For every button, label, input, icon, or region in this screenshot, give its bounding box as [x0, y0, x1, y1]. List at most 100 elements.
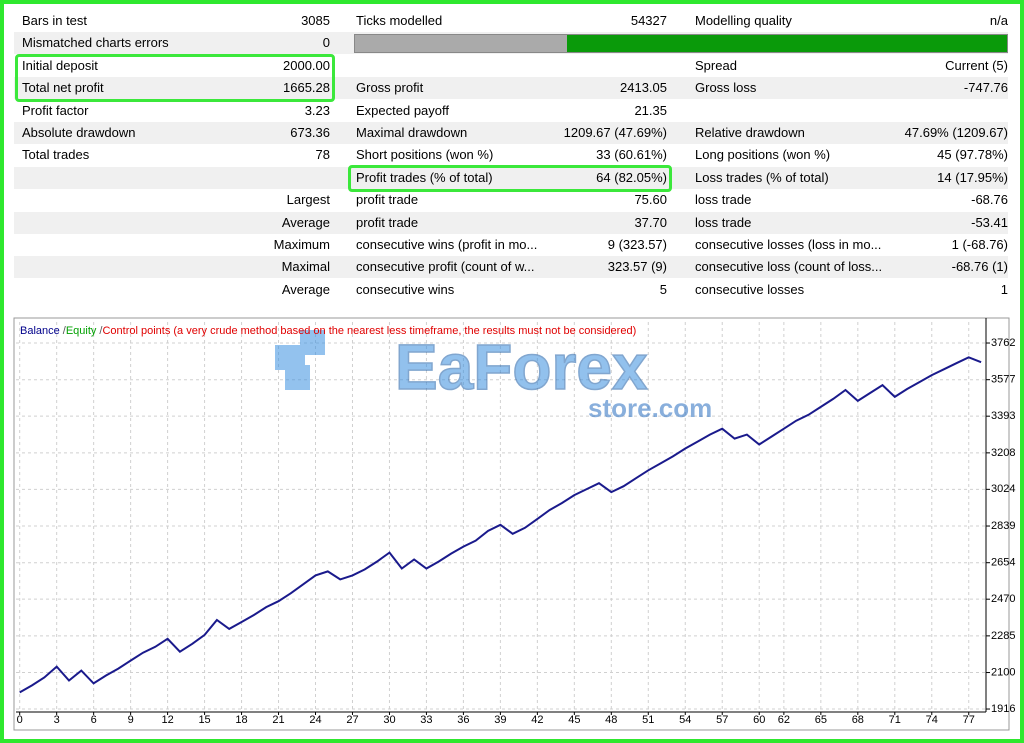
- x-tick-label: 36: [457, 714, 469, 726]
- cell-value: 47.69% (1209.67): [904, 125, 1008, 140]
- cell-value: 1 (-68.76): [951, 237, 1008, 252]
- row: [14, 99, 1008, 122]
- cell-label: Long positions (won %): [695, 147, 831, 163]
- cell-value: 78: [315, 147, 330, 163]
- cell-value: -747.76: [963, 80, 1008, 96]
- y-tick-label: 2100: [991, 666, 1015, 678]
- cell-label: loss trade: [695, 192, 752, 208]
- cell-label: Relative drawdown: [695, 125, 805, 140]
- cell-value: -68.76 (1): [951, 259, 1008, 275]
- x-tick-label: 42: [531, 714, 543, 726]
- cell-value: -53.41: [971, 214, 1008, 230]
- cell-label: Initial deposit: [22, 57, 98, 73]
- watermark-domain: store.com: [588, 393, 712, 423]
- x-tick-label: 15: [198, 714, 210, 726]
- cell-label: profit trade: [356, 192, 419, 208]
- row: [14, 144, 1008, 167]
- legend: Balance/Equity/Control points (a very cr…: [20, 325, 636, 337]
- cell-value: 75.60: [634, 192, 667, 208]
- highlight: [348, 165, 672, 192]
- x-tick-label: 57: [716, 714, 728, 726]
- cell-value: n/a: [989, 13, 1008, 28]
- x-tick-label: 24: [309, 714, 321, 726]
- row: [14, 10, 1008, 32]
- cell-value: 33 (60.61%): [596, 147, 667, 163]
- legend-separator: /: [99, 325, 103, 337]
- row: [14, 211, 1008, 234]
- cell-label: consecutive wins: [356, 281, 455, 297]
- x-tick-label: 0: [17, 714, 23, 726]
- cell-value: 2000.00: [283, 57, 330, 73]
- watermark-brand: EaForex: [395, 331, 648, 403]
- cell-label: Maximal drawdown: [356, 125, 468, 140]
- cell-value: Largest: [286, 192, 330, 208]
- y-tick-label: 3577: [991, 374, 1015, 386]
- cell-value: 673.36: [290, 125, 330, 140]
- x-tick-label: 3: [54, 714, 60, 726]
- chart-frame: [13, 317, 1010, 731]
- cell-value: 3.23: [304, 102, 330, 118]
- cell-value: 64 (82.05%): [596, 169, 667, 185]
- cell-label: Loss trades (% of total): [695, 169, 829, 185]
- x-tick-label: 21: [272, 714, 284, 726]
- legend-entry: Equity: [66, 325, 97, 337]
- cell-value: 1209.67 (47.69%): [563, 125, 667, 140]
- watermark-logo: [275, 330, 325, 390]
- quality-bar: [354, 34, 1008, 53]
- x-tick-label: 54: [679, 714, 691, 726]
- cell-label: Profit trades (% of total): [356, 169, 493, 185]
- cell-label: consecutive losses (loss in mo...: [695, 237, 882, 252]
- cell-label: Modelling quality: [695, 13, 792, 28]
- cell-label: Ticks modelled: [356, 13, 443, 28]
- cell-label: Expected payoff: [356, 102, 449, 118]
- row: [14, 234, 1008, 256]
- cell-label: Bars in test: [22, 13, 88, 28]
- cell-value: Average: [281, 281, 330, 297]
- x-tick-label: 18: [235, 714, 247, 726]
- cell-value: 2413.05: [620, 80, 667, 96]
- cell-value: 0: [322, 35, 330, 51]
- row: [14, 256, 1008, 279]
- x-tick-label: 51: [642, 714, 654, 726]
- x-tick-label: 12: [161, 714, 173, 726]
- quality-bar-gray: [355, 35, 567, 52]
- row: [14, 166, 1008, 189]
- cell-label: Absolute drawdown: [22, 125, 136, 140]
- x-tick-label: 60: [753, 714, 765, 726]
- series-line: [19, 356, 982, 694]
- cell-value: 21.35: [634, 102, 667, 118]
- cell-label: Total net profit: [22, 80, 104, 96]
- cell-label: Short positions (won %): [356, 147, 494, 163]
- row: [14, 122, 1008, 144]
- x-tick-label: 68: [852, 714, 864, 726]
- cell-value: -68.76: [971, 192, 1008, 208]
- cell-value: 5: [659, 281, 667, 297]
- y-tick-label: 2839: [991, 520, 1015, 532]
- x-tick-label: 39: [494, 714, 506, 726]
- cell-label: consecutive profit (count of w...: [356, 259, 535, 275]
- x-tick-label: 62: [778, 714, 790, 726]
- y-tick-label: 2654: [991, 557, 1015, 569]
- x-tick-label: 65: [815, 714, 827, 726]
- cell-label: consecutive loss (count of loss...: [695, 259, 883, 275]
- cell-value: Average: [281, 214, 330, 230]
- x-tick-label: 33: [420, 714, 432, 726]
- y-tick-label: 2470: [991, 593, 1015, 605]
- cell-label: Total trades: [22, 147, 90, 163]
- y-tick-label: 3393: [991, 410, 1015, 422]
- cell-value: 323.57 (9): [607, 259, 667, 275]
- cell-value: 45 (97.78%): [937, 147, 1008, 163]
- x-tick-label: 48: [605, 714, 617, 726]
- legend-entry: Balance: [20, 325, 60, 337]
- cell-label: Spread: [695, 57, 737, 73]
- cell-value: 1: [1000, 281, 1008, 297]
- y-tick-label: 3024: [991, 483, 1015, 495]
- cell-value: Maximum: [273, 237, 330, 252]
- cell-value: 1665.28: [283, 80, 330, 96]
- row: [14, 278, 1008, 301]
- cell-label: Gross loss: [695, 80, 757, 96]
- y-tick-label: 2285: [991, 630, 1015, 642]
